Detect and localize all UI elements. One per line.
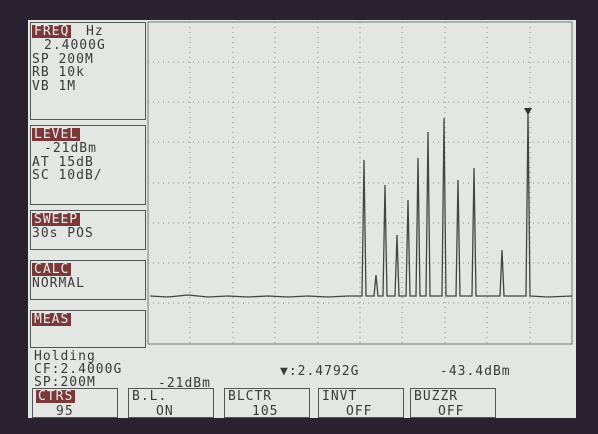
panel-box <box>30 22 146 120</box>
softkey-label: BLCTR <box>228 389 273 404</box>
softkey[interactable] <box>32 388 118 418</box>
softkey[interactable] <box>128 388 214 418</box>
analyzer-screen: FREQ Hz 2.4000G SP 200M RB 10k VB 1M LEVEL -21d… <box>28 20 576 418</box>
status-cf: CF:2.4000G <box>34 362 123 377</box>
panel-box <box>30 210 146 250</box>
softkey-value: OFF <box>346 404 373 418</box>
panel-line: 30s POS <box>32 226 94 241</box>
softkey[interactable] <box>410 388 496 418</box>
softkey-label: INVT <box>322 389 358 404</box>
panel-box <box>30 260 146 300</box>
softkey-label: CTRS <box>36 389 76 404</box>
softkey[interactable] <box>224 388 310 418</box>
panel-label: MEAS <box>32 312 72 327</box>
spectrum-graph <box>147 21 573 345</box>
panel-unit: Hz <box>86 24 104 39</box>
softkey-label: BUZZR <box>414 389 459 404</box>
softkey-value: 95 <box>56 404 74 418</box>
marker-triangle <box>524 108 532 115</box>
panel-line: VB 1M <box>32 78 77 94</box>
softkey-value: OFF <box>438 404 465 418</box>
status-sp: SP:200M <box>34 375 96 390</box>
grid <box>148 22 572 344</box>
status-level: -21dBm <box>158 376 211 391</box>
status-holding: Holding <box>34 349 96 364</box>
panel-line: NORMAL <box>32 276 85 291</box>
softkey-label: B.L. <box>132 389 168 404</box>
panel-label: CALC <box>32 262 72 277</box>
panel-line: SP 200M <box>32 51 94 67</box>
panel-label: LEVEL <box>32 127 81 142</box>
trace <box>149 111 573 298</box>
softkey-value: ON <box>156 404 174 418</box>
panel-label: SWEEP <box>32 212 81 227</box>
panel-line: AT 15dB <box>32 154 94 170</box>
panel-line: RB 10k <box>32 65 85 80</box>
panel-box <box>30 125 146 205</box>
softkey-value: 105 <box>252 404 279 418</box>
panel-label: FREQ <box>32 24 72 39</box>
marker-level: -43.4dBm <box>440 364 511 379</box>
softkey[interactable] <box>318 388 404 418</box>
panel-line: -21dBm <box>44 141 97 156</box>
panel-line: SC 10dB/ <box>32 168 103 183</box>
panel-box <box>30 310 146 348</box>
panel-line: 2.4000G <box>44 38 106 53</box>
marker-freq: ▼:2.4792G <box>280 364 360 379</box>
